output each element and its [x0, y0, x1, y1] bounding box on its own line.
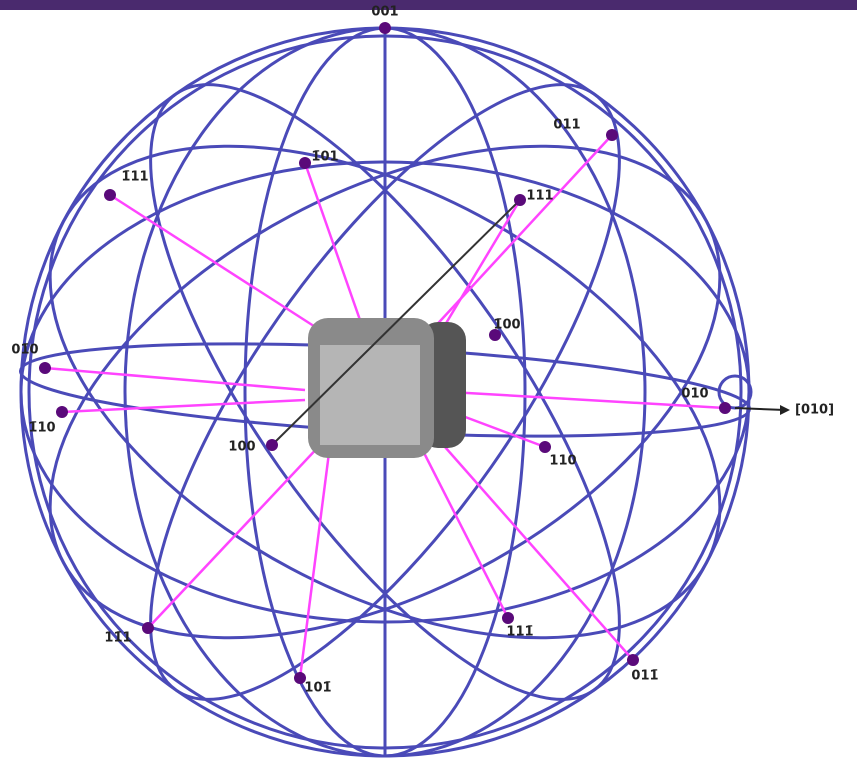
arrow-head	[780, 405, 790, 415]
pole-dot	[39, 362, 51, 374]
pole-label: 1̄11	[121, 170, 148, 185]
pole-dot	[379, 22, 391, 34]
pole-dot	[142, 622, 154, 634]
pole-dot	[104, 189, 116, 201]
pole-label: 011̄	[631, 669, 658, 684]
pole-dot	[266, 439, 278, 451]
pole-label: 1̄00	[493, 318, 520, 333]
pole-label: 010	[681, 387, 708, 402]
pole-label: 101̄	[304, 681, 331, 696]
pole-label: 1̄10	[28, 421, 55, 436]
top-band	[0, 0, 857, 10]
pole-label: 111̄	[506, 625, 533, 640]
pole-dot	[514, 194, 526, 206]
pole-label: 11̄1	[104, 631, 131, 646]
pole-dot	[539, 441, 551, 453]
pole-label: 011	[553, 118, 580, 133]
pole-dot	[299, 157, 311, 169]
cube-front	[320, 345, 420, 445]
pole-label: 001	[371, 5, 398, 20]
pole-label: 110	[549, 454, 576, 469]
pole-dot	[719, 402, 731, 414]
stereographic-diagram: [010] 001 011 111 1̄01 1̄11 1̄00 01̄0 1̄10 100 11…	[0, 0, 857, 765]
pole-dot	[606, 129, 618, 141]
pole-dot	[627, 654, 639, 666]
pole-label: 1̄01	[311, 150, 338, 165]
pole-label: 100	[228, 440, 255, 455]
pole-dot	[502, 612, 514, 624]
axis-label: [010]	[795, 403, 834, 418]
arrow-shaft	[735, 408, 785, 410]
pole-label: 111	[526, 189, 553, 204]
crystal-cube	[308, 318, 466, 458]
pole-dot	[56, 406, 68, 418]
pole-label: 01̄0	[11, 343, 38, 358]
ray	[300, 445, 330, 678]
